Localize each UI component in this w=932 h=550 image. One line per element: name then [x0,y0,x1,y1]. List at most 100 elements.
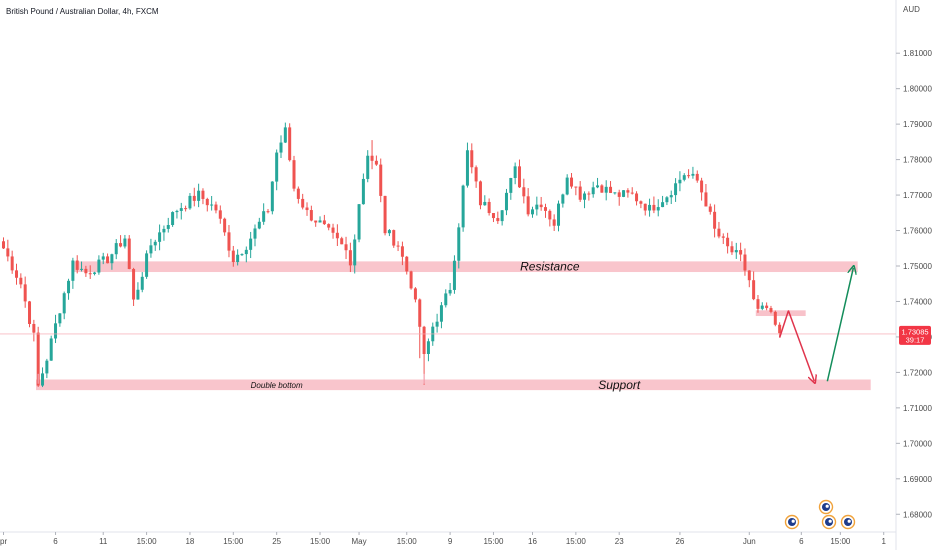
candle-body [630,192,634,194]
candle [101,252,105,265]
event-icon[interactable] [821,514,837,530]
candle-body [504,192,508,211]
candle [153,239,157,251]
candle-body [262,211,266,222]
candle [67,278,71,300]
time-tick-label: 15:00 [566,537,587,546]
candle-body [461,185,465,228]
candle-body [210,204,214,206]
candle-body [253,228,257,239]
candle-body [704,192,708,207]
candle-body [136,289,140,300]
candle [448,283,452,296]
candle [769,305,773,314]
candle-body [192,195,196,201]
candle [158,224,162,251]
candle [214,201,218,214]
candle-body [548,210,552,220]
candle-body [652,204,656,211]
candle [80,261,84,272]
candle [340,236,344,245]
candle-body [565,177,569,195]
candle-body [570,177,574,187]
candle-body [19,277,23,285]
time-tick-label: 15:00 [310,537,331,546]
candle [288,123,292,162]
price-tick-label: 1.81000 [903,49,932,58]
candle [517,159,521,189]
candle [760,302,764,311]
event-icon[interactable] [818,499,834,515]
candle [583,191,587,209]
candle [266,208,270,214]
event-icon[interactable] [784,514,800,530]
candle-body [756,299,760,309]
candle-body [357,204,361,240]
candle [253,224,257,247]
time-tick-label: 1 [881,537,886,546]
candle-body [383,195,387,234]
candle [23,276,27,308]
candle-body [288,127,292,161]
candle [591,181,595,198]
candle-body [470,150,474,168]
candle [652,196,656,214]
candle-body [231,250,235,263]
candle [635,191,639,206]
candle [604,180,608,201]
candle-body [41,373,45,386]
candle [231,245,235,267]
candle-body [491,213,495,219]
candle [296,186,300,204]
candle [609,181,613,194]
candle-body [114,243,118,255]
candle [530,206,534,218]
time-axis: pr 6 11 15:00 18 15:00 25 15:00 May 15:00 9 15:00 16… [0,532,886,546]
candle-body [10,256,14,271]
candle [240,253,244,256]
candle-body [145,253,149,277]
time-tick-label: 23 [615,537,624,546]
candle [361,173,365,205]
candle [682,173,686,182]
candle [661,195,665,208]
candle-body [530,209,534,215]
candle [613,192,617,195]
time-tick-label: 9 [448,537,453,546]
candle-body [270,181,274,212]
candle [327,223,331,231]
candle [691,166,695,179]
candle-body [140,276,144,290]
candle-body [426,341,430,354]
candle [596,177,600,189]
price-tick-label: 1.72000 [903,368,932,377]
candle [726,232,730,254]
candle [71,257,75,289]
candle-body [708,206,712,212]
candle [778,322,782,338]
candle [218,205,222,224]
grid [0,0,897,550]
candle [622,190,626,198]
candle-body [331,227,335,233]
projection-up-arrow [826,268,853,382]
candle-body [413,288,417,300]
candle-body [296,188,300,199]
support-zone [36,379,871,391]
event-icon[interactable] [840,514,856,530]
candle [166,217,170,233]
candle-body [678,179,682,184]
candle [491,213,495,223]
currency-label: AUD [903,5,920,14]
candle-body [687,175,691,177]
candle-body [557,203,561,226]
candle-body [695,173,699,181]
candle [279,135,283,159]
candle [730,241,734,255]
candle [149,238,153,258]
candle [721,233,725,244]
time-tick-label: 18 [185,537,194,546]
candle [140,272,144,293]
price-tick-label: 1.71000 [903,404,932,413]
